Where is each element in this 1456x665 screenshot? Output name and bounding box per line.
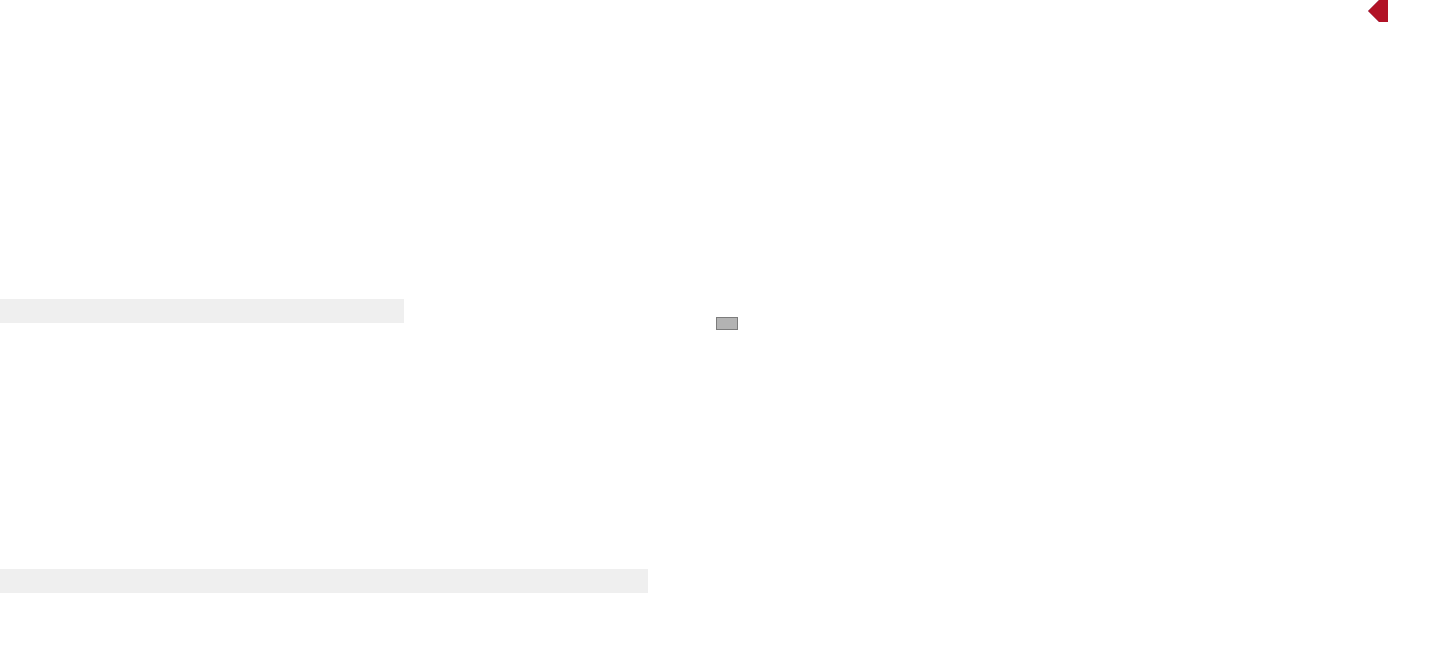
top-legend-strip — [0, 299, 404, 323]
blue-series-swatch-icon — [10, 306, 20, 316]
legend-item-percent-assets[interactable] — [0, 569, 648, 593]
panel-splitter-handle[interactable] — [716, 317, 738, 330]
red-series-swatch-icon — [10, 576, 20, 586]
legend-item-cash-assets[interactable] — [0, 299, 404, 323]
bottom-legend-strip — [0, 569, 648, 593]
